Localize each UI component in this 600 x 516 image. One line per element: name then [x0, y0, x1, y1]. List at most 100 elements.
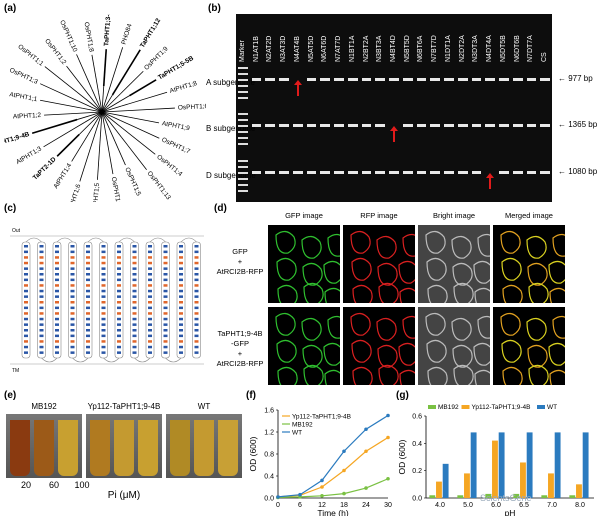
- gel-marker-band: [238, 172, 248, 174]
- residue-mark: [148, 273, 152, 276]
- cell-outline: [473, 342, 490, 366]
- cell-outline: [324, 369, 340, 385]
- tree-branch: [91, 88, 103, 113]
- tree-leaf-label: TaPT2-1D: [32, 156, 58, 182]
- tree-branch: [40, 99, 83, 109]
- residue-mark: [101, 295, 106, 298]
- residue-mark: [132, 278, 137, 282]
- residue-mark: [101, 345, 106, 349]
- cell-outline: [377, 262, 398, 286]
- residue-mark: [132, 273, 137, 276]
- microscopy-image: [343, 225, 415, 303]
- bar: [520, 462, 526, 498]
- residue-mark: [148, 278, 152, 282]
- legend-label: MB192: [292, 422, 313, 429]
- cell-outline: [301, 317, 322, 341]
- residue-mark: [132, 289, 137, 293]
- residue-mark: [70, 250, 75, 254]
- tm-helix: [192, 241, 201, 359]
- culture-tube: [218, 420, 238, 476]
- gel-band: [416, 124, 427, 127]
- microscopy-image: [493, 307, 565, 385]
- gel-band: [402, 78, 413, 81]
- gel-lane-header: N7AT7D: [335, 35, 343, 62]
- residue-mark: [194, 301, 199, 304]
- series-line: [277, 436, 389, 498]
- residue-mark: [163, 261, 168, 265]
- residue-mark: [163, 278, 168, 282]
- cell-outline: [502, 284, 523, 303]
- gel-band: [320, 78, 331, 81]
- gel-marker-band: [238, 113, 248, 115]
- tree-branch: [91, 54, 99, 93]
- residue-mark: [194, 284, 199, 287]
- residue-mark: [101, 284, 106, 287]
- residue-mark: [101, 301, 106, 304]
- data-point: [364, 427, 368, 432]
- residue-mark: [86, 245, 90, 248]
- residue-mark: [132, 334, 137, 338]
- residue-mark: [194, 345, 199, 349]
- residue-mark: [101, 245, 106, 248]
- gel-band: [389, 171, 399, 174]
- residue-mark: [132, 329, 137, 332]
- gel-band: [471, 124, 482, 127]
- residue-mark: [194, 317, 199, 321]
- cell-outline: [275, 312, 296, 336]
- residue-mark: [86, 323, 90, 326]
- cell-outline: [427, 284, 448, 303]
- gel-lane-header: N5AT5D: [307, 35, 315, 62]
- tree-branch: [101, 95, 130, 113]
- residue-mark: [101, 278, 106, 282]
- gel-lane-header: N7DT7A: [527, 35, 535, 62]
- residue-mark: [117, 345, 121, 349]
- cell-outline: [453, 364, 474, 385]
- cell-outline: [327, 315, 340, 339]
- series-line: [277, 414, 389, 498]
- residue-mark: [39, 301, 44, 304]
- residue-mark: [132, 295, 137, 298]
- data-point: [364, 449, 368, 454]
- residue-mark: [163, 312, 168, 315]
- residue-mark: [163, 334, 168, 338]
- microscopy-row-label-line: GFP: [232, 247, 248, 256]
- residue-mark: [179, 306, 183, 310]
- cell-outline: [303, 282, 324, 303]
- tree-leaf-label: AtPHT1;8: [169, 80, 198, 95]
- residue-mark: [39, 312, 44, 315]
- cell-outline: [425, 230, 446, 254]
- residue-mark: [70, 289, 75, 293]
- cell-outline: [323, 342, 340, 366]
- helix-loop: [103, 357, 120, 363]
- microscopy-cells: [500, 312, 565, 385]
- gel-band: [347, 124, 358, 127]
- tree-branch: [78, 100, 103, 113]
- residue-mark: [132, 261, 137, 265]
- residue-mark: [163, 245, 168, 248]
- panel-label-b: (b): [208, 3, 221, 14]
- residue-mark: [101, 261, 106, 265]
- microscopy-row-label-line: -GFP: [231, 339, 249, 348]
- cell-outline: [398, 260, 415, 284]
- residue-mark: [194, 340, 199, 343]
- panel-label-f: (f): [246, 390, 256, 401]
- tree-leaf-label: OsPHT1;5: [123, 166, 142, 197]
- bar: [554, 432, 561, 498]
- cell-outline: [501, 257, 522, 281]
- bar: [582, 432, 589, 498]
- residue-mark: [194, 256, 199, 259]
- residue-mark: [55, 345, 59, 349]
- data-point: [342, 468, 346, 473]
- microscopy-image: [418, 225, 490, 303]
- residue-mark: [163, 295, 168, 298]
- residue-mark: [132, 245, 137, 248]
- tree-branch: [66, 65, 91, 97]
- residue-mark: [179, 317, 183, 321]
- residue-mark: [101, 340, 106, 343]
- culture-tube: [58, 420, 78, 476]
- y-tick-label: 0.2: [412, 468, 422, 475]
- tube-group-label: WT: [197, 402, 211, 411]
- residue-mark: [194, 261, 199, 265]
- data-point: [320, 478, 324, 483]
- gel-band: [540, 78, 550, 81]
